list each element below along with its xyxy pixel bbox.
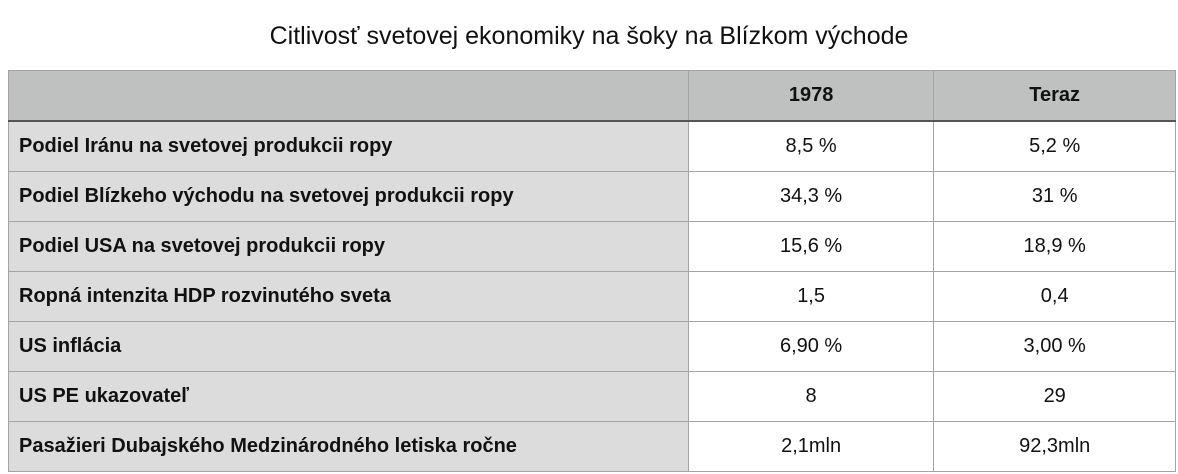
value-teraz: 31 % (933, 171, 1176, 222)
value-1978: 34,3 % (687, 171, 935, 222)
table-row: US PE ukazovateľ 8 29 (8, 371, 1176, 422)
value-1978: 15,6 % (687, 221, 935, 272)
table-row: Podiel Iránu na svetovej produkcii ropy 8… (8, 120, 1176, 172)
header-row: 1978 Teraz (8, 70, 1176, 122)
table-row: Podiel USA na svetovej produkcii ropy 15,… (8, 221, 1176, 272)
row-label: US inflácia (8, 321, 689, 372)
value-teraz: 92,3mln (933, 421, 1176, 472)
row-label: Pasažieri Dubajského Medzinárodného leti… (8, 421, 689, 472)
header-blank (8, 70, 689, 122)
row-label: Podiel Blízkeho východu na svetovej prod… (8, 171, 689, 222)
table-row: Podiel Blízkeho východu na svetovej prod… (8, 171, 1176, 222)
table-row: Ropná intenzita HDP rozvinutého sveta 1,5… (8, 271, 1176, 322)
value-teraz: 5,2 % (933, 120, 1176, 172)
row-label: Podiel Iránu na svetovej produkcii ropy (8, 120, 689, 172)
data-table: 1978 Teraz Podiel Iránu na svetovej prod… (8, 70, 1176, 472)
value-1978: 6,90 % (687, 321, 935, 372)
row-label: Podiel USA na svetovej produkcii ropy (8, 221, 689, 272)
value-1978: 2,1mln (687, 421, 935, 472)
table-row: US inflácia 6,90 % 3,00 % (8, 321, 1176, 372)
header-1978: 1978 (687, 70, 935, 122)
row-label: US PE ukazovateľ (8, 371, 689, 422)
value-1978: 1,5 (687, 271, 935, 322)
header-teraz: Teraz (933, 70, 1176, 122)
table-title: Citlivosť svetovej ekonomiky na šoky na … (269, 22, 909, 50)
value-teraz: 0,4 (933, 271, 1176, 322)
value-1978: 8,5 % (687, 120, 935, 172)
value-1978: 8 (687, 371, 935, 422)
table-row: Pasažieri Dubajského Medzinárodného leti… (8, 421, 1176, 472)
value-teraz: 29 (933, 371, 1176, 422)
row-label: Ropná intenzita HDP rozvinutého sveta (8, 271, 689, 322)
value-teraz: 3,00 % (933, 321, 1176, 372)
value-teraz: 18,9 % (933, 221, 1176, 272)
